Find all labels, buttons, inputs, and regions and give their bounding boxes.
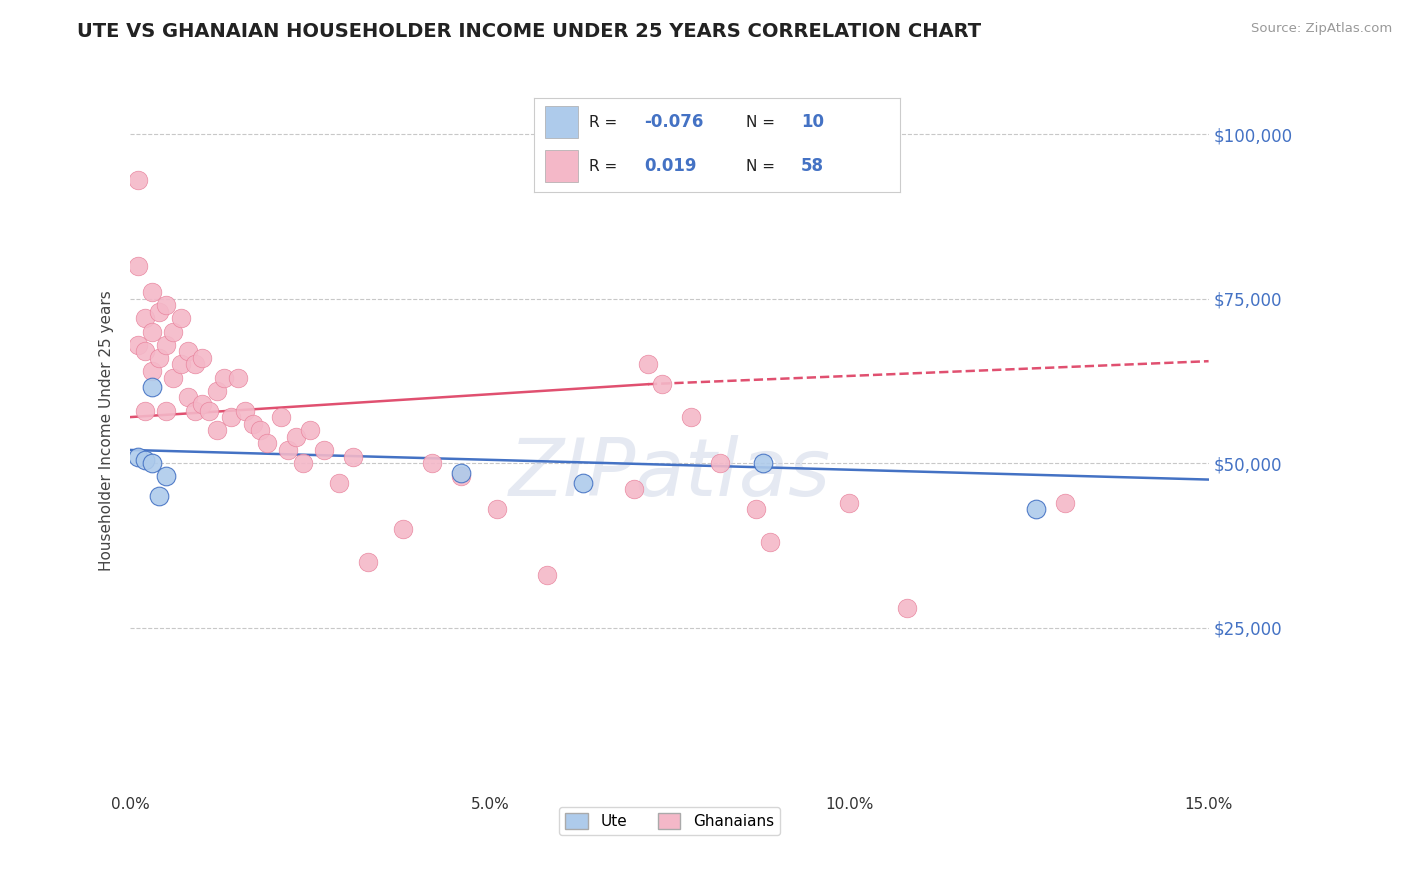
Point <box>450 466 472 480</box>
Point <box>141 456 163 470</box>
Text: R =: R = <box>589 159 617 174</box>
Point <box>134 403 156 417</box>
Point <box>169 358 191 372</box>
Point <box>838 495 860 509</box>
Point <box>623 483 645 497</box>
Point <box>191 351 214 365</box>
Point <box>134 311 156 326</box>
Point <box>148 305 170 319</box>
Point <box>256 436 278 450</box>
Legend: Ute, Ghanaians: Ute, Ghanaians <box>560 806 780 835</box>
Point <box>356 555 378 569</box>
Text: 58: 58 <box>801 157 824 175</box>
Point <box>127 259 149 273</box>
Point <box>134 344 156 359</box>
Point <box>219 410 242 425</box>
Point <box>177 390 200 404</box>
Point <box>392 522 415 536</box>
Point <box>277 442 299 457</box>
Point <box>148 351 170 365</box>
Text: UTE VS GHANAIAN HOUSEHOLDER INCOME UNDER 25 YEARS CORRELATION CHART: UTE VS GHANAIAN HOUSEHOLDER INCOME UNDER… <box>77 22 981 41</box>
Text: 10: 10 <box>801 113 824 131</box>
Point <box>169 311 191 326</box>
Point <box>162 325 184 339</box>
Point <box>536 568 558 582</box>
Point <box>485 502 508 516</box>
Point <box>752 456 775 470</box>
Text: N =: N = <box>747 114 775 129</box>
Point <box>299 423 322 437</box>
Text: N =: N = <box>747 159 775 174</box>
Point <box>651 377 673 392</box>
Text: ZIPatlas: ZIPatlas <box>509 434 831 513</box>
Point <box>134 453 156 467</box>
Text: 0.019: 0.019 <box>644 157 696 175</box>
Bar <box>546 150 578 183</box>
Point <box>177 344 200 359</box>
Point <box>896 600 918 615</box>
Point <box>249 423 271 437</box>
Point <box>572 475 595 490</box>
Point <box>744 502 766 516</box>
Point <box>191 397 214 411</box>
Point <box>291 456 314 470</box>
Point <box>127 450 149 464</box>
Point <box>148 489 170 503</box>
Point <box>233 403 256 417</box>
Point <box>162 370 184 384</box>
Point <box>155 403 177 417</box>
Point <box>205 384 228 398</box>
Point <box>155 469 177 483</box>
Text: -0.076: -0.076 <box>644 113 703 131</box>
Point <box>328 475 350 490</box>
Point <box>1025 502 1047 516</box>
Point <box>450 469 472 483</box>
Point <box>420 456 443 470</box>
Point <box>155 298 177 312</box>
Point <box>127 337 149 351</box>
Point <box>637 358 659 372</box>
Point <box>184 358 207 372</box>
Point <box>1053 495 1076 509</box>
Text: R =: R = <box>589 114 617 129</box>
Point <box>270 410 292 425</box>
Point <box>314 442 336 457</box>
Point <box>709 456 731 470</box>
Point <box>226 370 249 384</box>
Point <box>212 370 235 384</box>
Point <box>342 450 364 464</box>
Y-axis label: Householder Income Under 25 years: Householder Income Under 25 years <box>100 290 114 571</box>
Point <box>198 403 221 417</box>
Point <box>155 337 177 351</box>
Point <box>127 173 149 187</box>
Point <box>242 417 264 431</box>
Point <box>141 325 163 339</box>
Point <box>679 410 702 425</box>
Point <box>141 285 163 299</box>
Point <box>284 430 307 444</box>
Point <box>205 423 228 437</box>
Text: Source: ZipAtlas.com: Source: ZipAtlas.com <box>1251 22 1392 36</box>
Bar <box>546 105 578 138</box>
Point <box>184 403 207 417</box>
Point <box>759 535 782 549</box>
Point <box>141 364 163 378</box>
Point <box>141 380 163 394</box>
